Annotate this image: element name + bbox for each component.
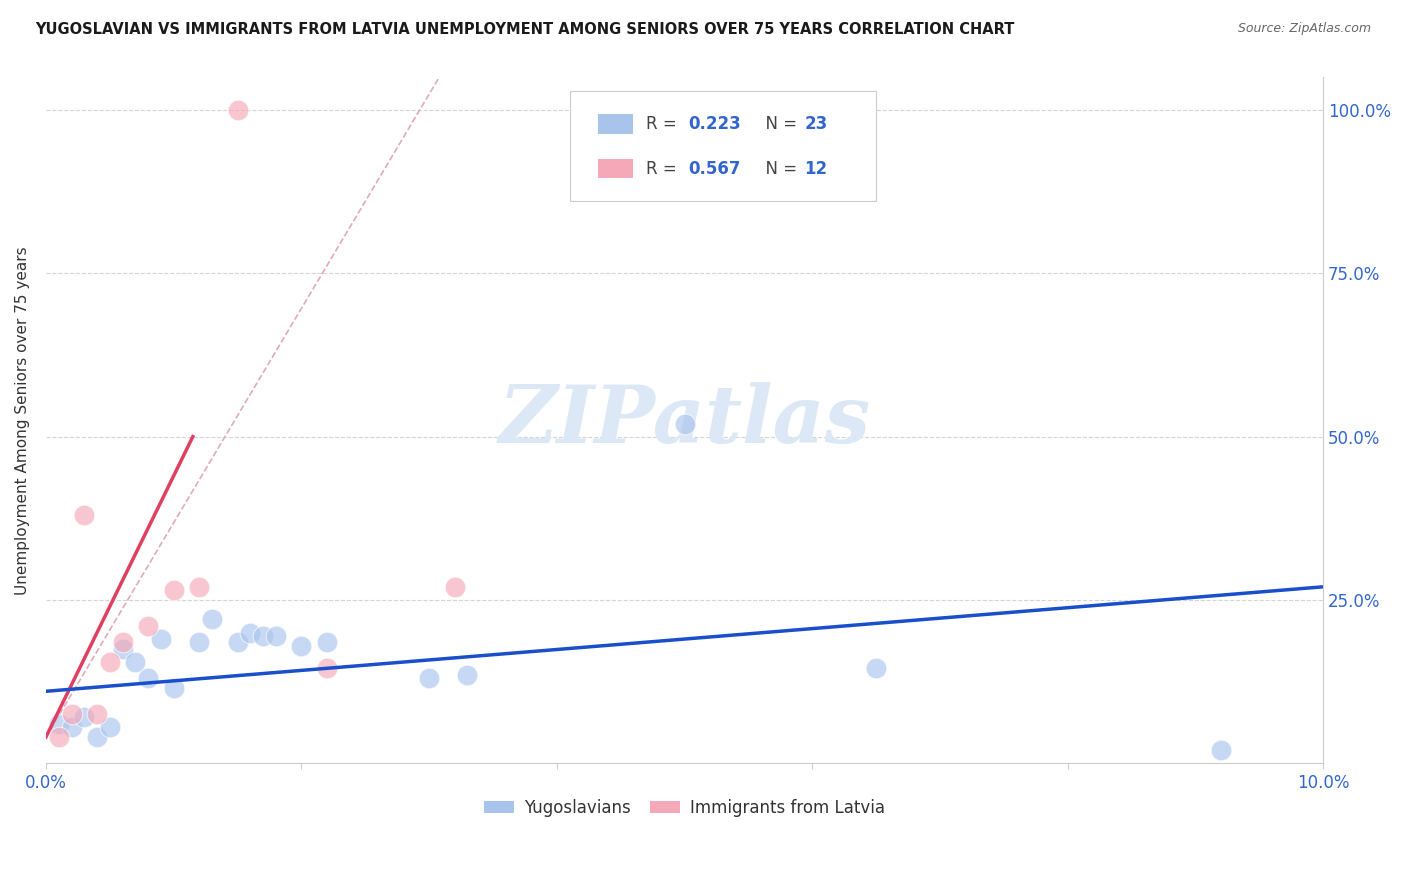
Point — [73, 710, 96, 724]
Point — [226, 103, 249, 117]
Point — [316, 661, 339, 675]
Point — [149, 632, 172, 646]
Point — [60, 707, 83, 722]
Point — [48, 717, 70, 731]
Point — [111, 635, 134, 649]
Point — [73, 508, 96, 522]
Point — [264, 629, 287, 643]
Point — [252, 629, 274, 643]
Point — [290, 639, 312, 653]
FancyBboxPatch shape — [598, 114, 634, 134]
Point — [239, 625, 262, 640]
Text: YUGOSLAVIAN VS IMMIGRANTS FROM LATVIA UNEMPLOYMENT AMONG SENIORS OVER 75 YEARS C: YUGOSLAVIAN VS IMMIGRANTS FROM LATVIA UN… — [35, 22, 1015, 37]
Point — [865, 661, 887, 675]
Point — [201, 612, 224, 626]
Point — [60, 720, 83, 734]
FancyBboxPatch shape — [569, 91, 876, 201]
Text: 12: 12 — [804, 160, 828, 178]
Point — [86, 730, 108, 744]
Point — [443, 580, 465, 594]
Point — [226, 635, 249, 649]
Text: R =: R = — [647, 160, 682, 178]
Point — [111, 641, 134, 656]
Text: 0.223: 0.223 — [689, 115, 741, 133]
Text: 0.567: 0.567 — [689, 160, 741, 178]
Point — [163, 583, 186, 598]
Text: N =: N = — [755, 115, 803, 133]
Point — [418, 671, 440, 685]
Point — [136, 619, 159, 633]
Point — [188, 635, 211, 649]
Text: ZIPatlas: ZIPatlas — [499, 382, 870, 459]
Text: Source: ZipAtlas.com: Source: ZipAtlas.com — [1237, 22, 1371, 36]
Point — [136, 671, 159, 685]
Text: R =: R = — [647, 115, 682, 133]
Point — [1209, 743, 1232, 757]
Point — [86, 707, 108, 722]
Point — [98, 655, 121, 669]
Point — [316, 635, 339, 649]
FancyBboxPatch shape — [598, 159, 634, 178]
Text: N =: N = — [755, 160, 803, 178]
Point — [673, 417, 696, 431]
Text: 23: 23 — [804, 115, 828, 133]
Point — [188, 580, 211, 594]
Y-axis label: Unemployment Among Seniors over 75 years: Unemployment Among Seniors over 75 years — [15, 246, 30, 595]
Legend: Yugoslavians, Immigrants from Latvia: Yugoslavians, Immigrants from Latvia — [477, 792, 891, 823]
Point — [124, 655, 146, 669]
Point — [48, 730, 70, 744]
Point — [456, 668, 478, 682]
Point — [98, 720, 121, 734]
Point — [163, 681, 186, 695]
